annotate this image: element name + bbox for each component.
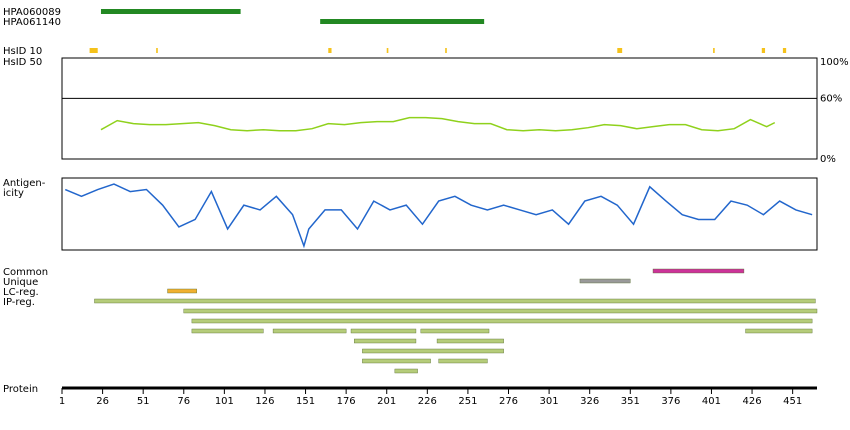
feature-bar [362,348,504,354]
antibody-bar [320,19,485,24]
x-tick-label: 226 [418,396,437,407]
feature-bar [167,288,197,294]
x-tick-label: 376 [661,396,680,407]
x-tick-label: 176 [337,396,356,407]
x-tick-label: 51 [137,396,150,407]
hsid-region [156,48,158,53]
x-tick-label: 26 [96,396,109,407]
feature-label: Unique [3,277,38,288]
y-tick-label: 60% [820,93,842,104]
feature-bar [745,328,813,334]
antibody-label: HPA061140 [3,17,61,28]
feature-label: IP-reg. [3,297,35,308]
feature-bar [579,278,631,284]
feature-bar [438,358,488,364]
feature-bar [272,328,347,334]
x-tick-label: 301 [540,396,559,407]
feature-bar [94,298,816,304]
feature-bar [436,338,504,344]
hsid-region [386,48,389,53]
feature-bar [191,318,813,324]
feature-bar [350,328,417,334]
hsid-region [89,48,98,53]
feature-label: Common [3,267,48,278]
hsid-label: HsID 50 [3,57,42,68]
x-tick-label: 326 [580,396,599,407]
x-tick-label: 201 [377,396,396,407]
feature-bar [362,358,431,364]
hsid-region [328,48,332,53]
feature-bar [183,308,818,314]
antibody-bar [100,9,241,14]
hsid-region [782,48,787,53]
hsid-region [713,48,715,53]
antigenicity-label: icity [3,188,24,199]
feature-bar [652,268,745,274]
y-tick-label: 0% [820,154,836,165]
x-tick-label: 276 [499,396,518,407]
x-tick-label: 426 [743,396,762,407]
feature-bar [354,338,417,344]
hsid-region [761,48,766,53]
x-tick-label: 251 [458,396,477,407]
similarity-box [61,57,818,160]
feature-bar [191,328,264,334]
antigenicity-label: Antigen- [3,178,46,189]
x-tick-label: 101 [215,396,234,407]
x-tick-label: 126 [255,396,274,407]
protein-label: Protein [3,384,38,395]
x-tick-label: 401 [702,396,721,407]
x-tick-label: 151 [296,396,315,407]
x-tick-label: 351 [621,396,640,407]
antigenicity-line [64,183,813,249]
hsid-region [617,48,623,53]
similarity-line [100,116,776,132]
x-tick-label: 76 [177,396,190,407]
antigenicity-box [61,177,818,251]
hsid-region [445,48,447,53]
feature-bar [420,328,490,334]
y-tick-label: 100% [820,57,849,68]
antibody-label: HPA060089 [3,7,61,18]
feature-label: LC-reg. [3,287,39,298]
hsid-label: HsID 10 [3,46,42,57]
feature-bar [394,368,418,374]
x-tick-label: 451 [783,396,802,407]
x-tick-label: 1 [59,396,65,407]
